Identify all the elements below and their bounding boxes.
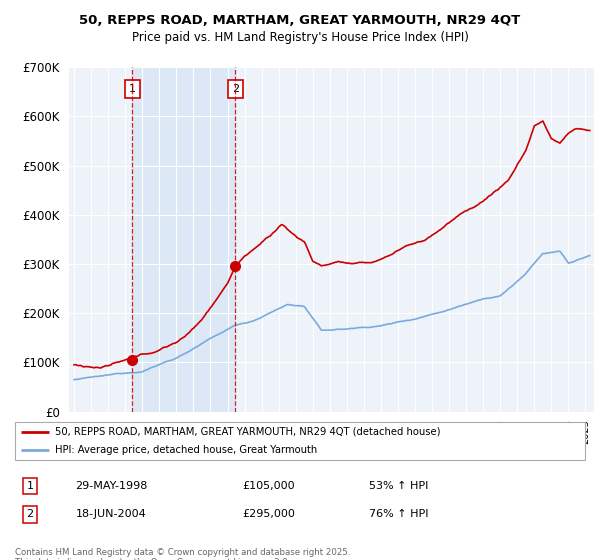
Bar: [132, 67, 235, 412]
Text: 53% ↑ HPI: 53% ↑ HPI: [369, 480, 428, 491]
Text: 1: 1: [26, 480, 34, 491]
Text: £295,000: £295,000: [242, 510, 295, 520]
Text: 50, REPPS ROAD, MARTHAM, GREAT YARMOUTH, NR29 4QT: 50, REPPS ROAD, MARTHAM, GREAT YARMOUTH,…: [79, 14, 521, 27]
Text: HPI: Average price, detached house, Great Yarmouth: HPI: Average price, detached house, Grea…: [55, 445, 317, 455]
Text: 18-JUN-2004: 18-JUN-2004: [76, 510, 146, 520]
Text: 2: 2: [26, 510, 34, 520]
Text: 50, REPPS ROAD, MARTHAM, GREAT YARMOUTH, NR29 4QT (detached house): 50, REPPS ROAD, MARTHAM, GREAT YARMOUTH,…: [55, 427, 440, 437]
Text: Contains HM Land Registry data © Crown copyright and database right 2025.
This d: Contains HM Land Registry data © Crown c…: [15, 548, 350, 560]
FancyBboxPatch shape: [15, 422, 585, 460]
Text: Price paid vs. HM Land Registry's House Price Index (HPI): Price paid vs. HM Land Registry's House …: [131, 31, 469, 44]
Text: 76% ↑ HPI: 76% ↑ HPI: [369, 510, 428, 520]
Text: £105,000: £105,000: [242, 480, 295, 491]
Text: 2: 2: [232, 85, 239, 94]
Text: 29-MAY-1998: 29-MAY-1998: [76, 480, 148, 491]
Text: 1: 1: [129, 85, 136, 94]
